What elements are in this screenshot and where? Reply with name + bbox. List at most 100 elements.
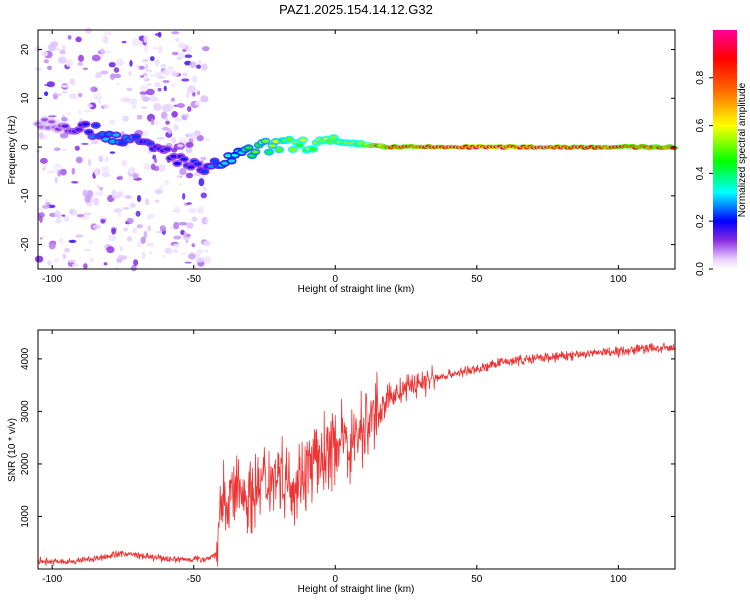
noise-blob [118, 212, 122, 218]
noise-blob [128, 167, 134, 175]
noise-blob [114, 67, 119, 73]
noise-blob [201, 193, 207, 199]
x-tick-label: -50 [186, 274, 201, 285]
noise-blob [146, 89, 155, 95]
noise-blob [47, 81, 55, 87]
noise-blob [150, 56, 155, 61]
x-tick-label: -50 [186, 574, 201, 585]
noise-blob [103, 36, 109, 44]
x-tick-label: -100 [42, 574, 62, 585]
noise-blob [99, 155, 104, 162]
ridge-cell [296, 144, 303, 147]
noise-blob [140, 75, 144, 77]
noise-blob [94, 168, 99, 176]
noise-blob [157, 137, 165, 140]
noise-blob [109, 119, 116, 125]
noise-blob [197, 207, 204, 214]
noise-blob [141, 95, 145, 99]
ridge-cell [228, 159, 235, 162]
noise-blob [109, 62, 116, 67]
noise-blob [55, 94, 62, 96]
noise-blob [36, 208, 43, 211]
noise-blob [186, 222, 194, 228]
noise-blob [47, 170, 56, 173]
noise-blob [84, 249, 91, 252]
noise-blob [103, 104, 109, 109]
noise-blob [200, 95, 208, 102]
noise-blob [188, 46, 193, 53]
noise-blob [178, 43, 186, 49]
noise-blob [86, 104, 93, 108]
noise-blob [158, 88, 162, 92]
noise-blob [146, 70, 153, 73]
x-tick-label: 100 [610, 274, 627, 285]
ridge-cell [75, 128, 82, 131]
noise-blob [133, 173, 139, 179]
noise-blob [62, 45, 66, 51]
ridge-cell [82, 123, 89, 126]
y-tick-label: 0 [20, 144, 31, 150]
noise-blob [197, 91, 200, 95]
noise-blob [137, 195, 141, 202]
snr-ylabel: SNR (10 * v/v) [7, 418, 18, 482]
noise-blob [142, 252, 146, 260]
noise-blob [118, 176, 123, 178]
noise-blob [81, 143, 89, 145]
colorbar-tick-label: 0.0 [695, 262, 706, 276]
ridge-cell [119, 142, 126, 145]
ridge-cell [245, 146, 252, 149]
noise-blob [127, 236, 132, 242]
noise-blob [129, 60, 132, 67]
noise-blob [199, 178, 205, 186]
noise-blob [179, 183, 183, 185]
noise-blob [71, 93, 77, 99]
noise-blob [72, 168, 75, 175]
noise-blob [53, 164, 62, 171]
noise-blob [162, 255, 166, 258]
noise-blob [100, 48, 105, 54]
noise-blob [111, 228, 116, 234]
noise-blob [171, 31, 179, 34]
noise-blob [141, 237, 146, 244]
noise-blob [69, 240, 77, 243]
ridge-cell [194, 162, 201, 165]
noise-blob [105, 156, 109, 160]
ridge-cell [201, 170, 208, 173]
noise-blob [137, 115, 143, 120]
noise-blob [205, 250, 208, 252]
noise-blob [143, 164, 151, 171]
noise-blob [165, 121, 170, 125]
ridge-cell [147, 142, 154, 145]
noise-blob [177, 103, 185, 108]
noise-blob [173, 244, 180, 248]
noise-blob [83, 263, 87, 269]
noise-blob [146, 83, 151, 86]
noise-blob [106, 246, 114, 253]
noise-blob [39, 132, 43, 139]
noise-blob [122, 116, 129, 122]
noise-blob [53, 258, 59, 263]
noise-blob [196, 65, 201, 69]
ridge-cell [174, 162, 181, 165]
noise-blob [120, 246, 123, 251]
x-tick-label: 100 [610, 574, 627, 585]
noise-blob [174, 206, 181, 214]
noise-blob [158, 32, 162, 38]
noise-blob [178, 53, 185, 58]
noise-blob [47, 260, 51, 266]
figure-title: PAZ1.2025.154.14.12.G32 [279, 2, 433, 17]
ridge-cell [48, 120, 55, 123]
noise-blob [204, 139, 210, 141]
noise-blob [72, 263, 79, 267]
noise-blob [182, 193, 185, 200]
noise-blob [160, 225, 166, 232]
noise-blob [70, 209, 73, 214]
noise-blob [94, 88, 98, 92]
noise-blob [35, 256, 43, 263]
noise-blob [83, 110, 92, 112]
noise-blob [118, 255, 123, 260]
noise-blob [126, 88, 132, 91]
noise-blob [149, 251, 152, 254]
noise-blob [173, 249, 178, 253]
noise-blob [129, 203, 135, 208]
